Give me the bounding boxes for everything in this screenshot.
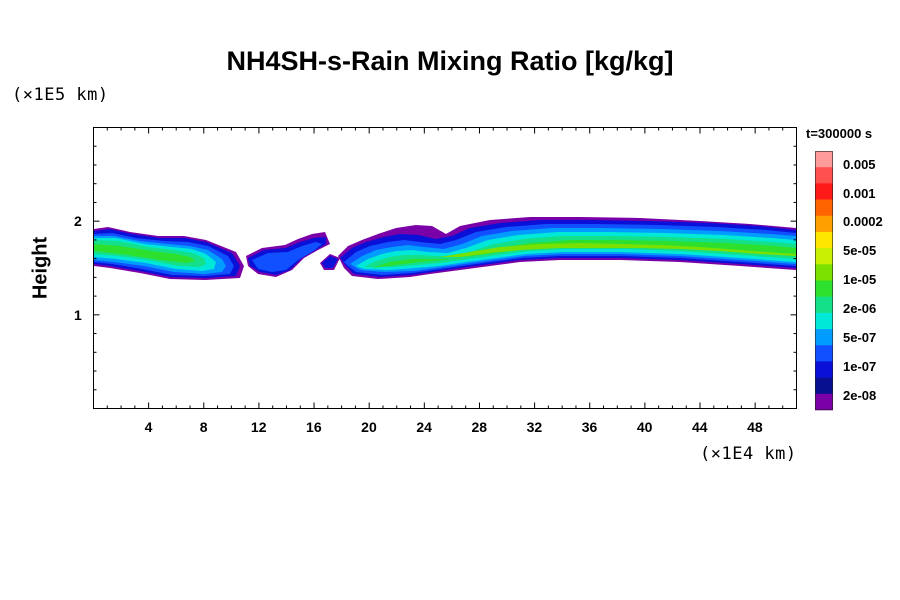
x-tick-label: 28 xyxy=(471,419,488,435)
x-tick-label: 48 xyxy=(747,419,763,435)
x-tick-label: 40 xyxy=(636,419,653,435)
x-tick-label: 8 xyxy=(199,419,208,435)
y-axis-unit: (×1E5 km) xyxy=(12,85,109,105)
colorbar-swatch xyxy=(815,264,833,281)
colorbar-swatch xyxy=(815,199,833,217)
chart-title: NH4SH-s-Rain Mixing Ratio [kg/kg] xyxy=(226,46,674,76)
x-axis-unit: (×1E4 km) xyxy=(700,444,797,464)
contour-blue-1 xyxy=(252,242,322,272)
colorbar-swatch xyxy=(815,377,833,395)
x-tick-label: 4 xyxy=(144,419,153,435)
y-tick-label: 2 xyxy=(74,213,82,230)
y-tick-label: 1 xyxy=(74,306,82,323)
colorbar-swatch xyxy=(815,183,833,200)
colorbar-label: 0.0002 xyxy=(843,213,883,229)
colorbar-swatch xyxy=(815,151,833,168)
mixing-ratio-field xyxy=(94,217,796,280)
axis-ticks xyxy=(93,127,797,409)
colorbar-label: 2e-08 xyxy=(843,387,877,403)
x-tick-label: 44 xyxy=(692,419,708,435)
contour-green-0 xyxy=(94,244,196,263)
colorbar-label: 0.005 xyxy=(843,156,876,172)
x-tick-label: 24 xyxy=(416,419,432,435)
x-tick-label: 12 xyxy=(250,419,267,435)
x-tick-label: 20 xyxy=(361,419,377,435)
colorbar-frame xyxy=(815,151,833,410)
colorbar-swatch xyxy=(815,329,833,346)
contour-dark-blue-2 xyxy=(322,256,338,268)
x-tick-label: 32 xyxy=(526,419,543,435)
colorbar-label: 5e-05 xyxy=(843,242,877,258)
colorbar-swatch xyxy=(815,345,833,362)
contour-yellow-green-0 xyxy=(440,243,796,257)
colorbar-swatch xyxy=(815,280,833,297)
x-tick-label: 16 xyxy=(306,419,322,435)
colorbar-swatch xyxy=(815,248,833,265)
x-tick-label: 36 xyxy=(581,419,598,435)
colorbar-swatch xyxy=(815,215,833,233)
colorbar-swatch xyxy=(815,361,833,378)
colorbar-label: 1e-05 xyxy=(843,271,877,287)
colorbar-swatch xyxy=(815,296,833,314)
colorbar-swatch xyxy=(815,312,833,330)
colorbar-label: 2e-06 xyxy=(843,300,877,316)
colorbar-swatch xyxy=(815,393,833,411)
plot-frame xyxy=(93,127,797,409)
colorbar-label: 1e-07 xyxy=(843,358,877,374)
colorbar-swatch xyxy=(815,167,833,184)
time-label: t=300000 s xyxy=(806,126,873,141)
colorbar-label: 5e-07 xyxy=(843,329,877,345)
colorbar-label: 0.001 xyxy=(843,185,876,201)
colorbar xyxy=(815,151,833,411)
colorbar-swatch xyxy=(815,231,833,249)
